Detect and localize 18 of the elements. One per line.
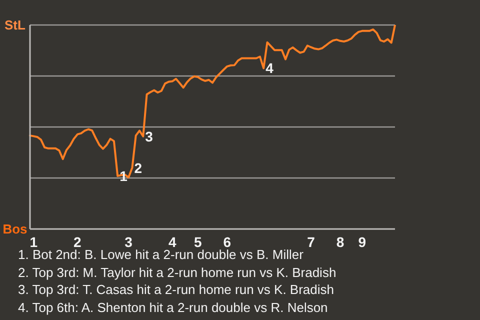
x-tick-label: 4 xyxy=(168,234,176,250)
x-tick-label: 5 xyxy=(194,234,202,250)
x-tick-label: 6 xyxy=(223,234,232,250)
annotation: 2 xyxy=(134,160,142,176)
text: 3. Top 3rd: T. Casas hit a 2-run home run vs K. Bradish xyxy=(18,281,336,298)
x-tick-label: 1 xyxy=(30,234,38,250)
x-tick-label: 9 xyxy=(358,234,366,250)
text: Bos xyxy=(2,222,28,236)
text: 4. Top 6th: A. Shenton hit a 2-run double vs R. Nelson xyxy=(18,298,329,316)
text: 2. Top 3rd: M. Taylor hit a 2-run home run vs K. Bradish xyxy=(18,264,336,281)
annotation: 3 xyxy=(145,128,154,144)
x-tick-label: 2 xyxy=(74,234,82,250)
x-tick-label: 7 xyxy=(307,234,316,250)
x-tick-label: 8 xyxy=(336,234,344,250)
text: StL xyxy=(4,18,26,32)
text: 1. Bot 2nd: B. Lowe hit a 2-run double vs B. Miller xyxy=(18,247,304,262)
annotation: 4 xyxy=(266,60,274,76)
x-tick-label: 3 xyxy=(124,234,133,250)
